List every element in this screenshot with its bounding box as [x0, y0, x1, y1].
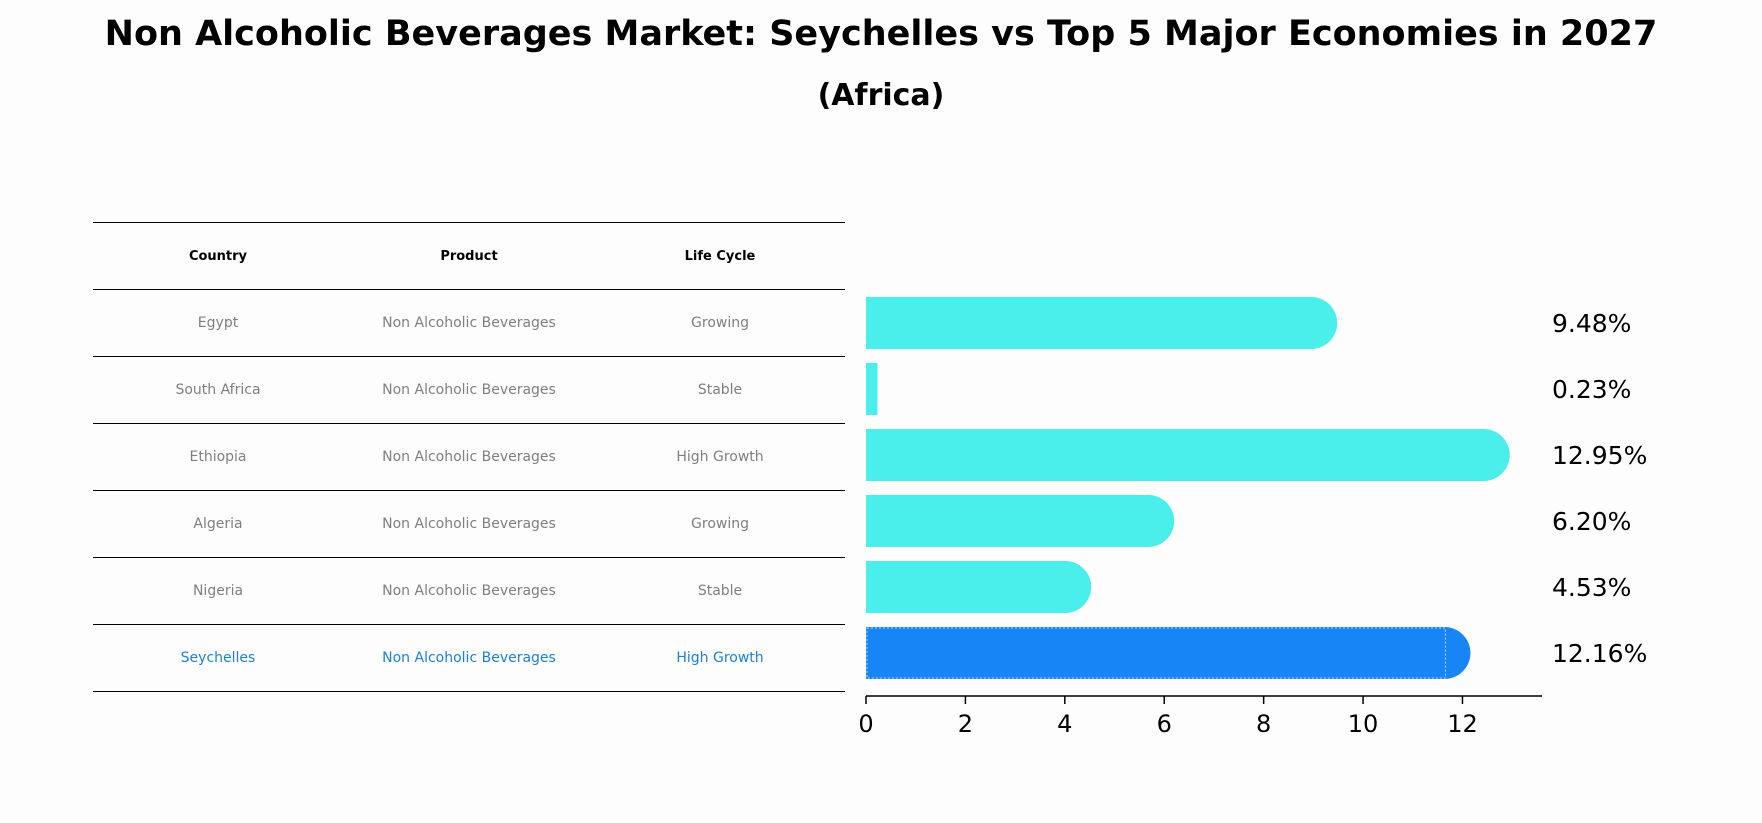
bar-highlight-outline [866, 627, 1446, 679]
cell-product: Non Alcoholic Beverages [343, 557, 595, 625]
bar-ethiopia [866, 429, 1510, 481]
x-tick-label-8: 8 [1256, 710, 1271, 738]
cell-country: Seychelles [93, 624, 343, 692]
bar-nigeria [866, 561, 1092, 613]
value-label-seychelles: 12.16% [1552, 639, 1647, 668]
cell-life-cycle: Growing [595, 289, 845, 357]
x-tick-label-12: 12 [1447, 710, 1478, 738]
bar-egypt [866, 297, 1338, 349]
header-life-cycle: Life Cycle [595, 222, 845, 290]
cell-life-cycle: Stable [595, 557, 845, 625]
cell-life-cycle: Stable [595, 356, 845, 424]
value-label-egypt: 9.48% [1552, 309, 1631, 338]
lifecycle-table: Country Product Life Cycle Egypt Non Alc… [93, 222, 845, 692]
bar-algeria [866, 495, 1175, 547]
cell-life-cycle: Growing [595, 490, 845, 558]
cell-life-cycle: High Growth [595, 423, 845, 491]
table-row: Egypt Non Alcoholic Beverages Growing [93, 289, 845, 357]
value-label-nigeria: 4.53% [1552, 573, 1631, 602]
x-tick-label-10: 10 [1348, 710, 1379, 738]
x-tick-label-6: 6 [1157, 710, 1172, 738]
cell-product: Non Alcoholic Beverages [343, 624, 595, 692]
table-row-highlight: Seychelles Non Alcoholic Beverages High … [93, 624, 845, 692]
header-product: Product [343, 222, 595, 290]
table-header-row: Country Product Life Cycle [93, 222, 845, 290]
x-tick-label-4: 4 [1057, 710, 1072, 738]
chart-subtitle: (Africa) [817, 78, 945, 113]
value-label-south-africa: 0.23% [1552, 375, 1631, 404]
value-label-algeria: 6.20% [1552, 507, 1631, 536]
bar-south-africa [866, 363, 878, 415]
cell-life-cycle: High Growth [595, 624, 845, 692]
header-country: Country [93, 222, 343, 290]
cell-country: Algeria [93, 490, 343, 558]
table-row: South Africa Non Alcoholic Beverages Sta… [93, 356, 845, 424]
table-row: Ethiopia Non Alcoholic Beverages High Gr… [93, 423, 845, 491]
cell-country: Nigeria [93, 557, 343, 625]
cell-product: Non Alcoholic Beverages [343, 423, 595, 491]
table-row: Algeria Non Alcoholic Beverages Growing [93, 490, 845, 558]
cell-product: Non Alcoholic Beverages [343, 490, 595, 558]
table-row: Nigeria Non Alcoholic Beverages Stable [93, 557, 845, 625]
value-label-ethiopia: 12.95% [1552, 441, 1647, 470]
cell-product: Non Alcoholic Beverages [343, 289, 595, 357]
bar-seychelles [866, 627, 1471, 679]
x-tick-label-2: 2 [958, 710, 973, 738]
cell-country: Egypt [93, 289, 343, 357]
cell-product: Non Alcoholic Beverages [343, 356, 595, 424]
chart-title: Non Alcoholic Beverages Market: Seychell… [104, 14, 1658, 54]
cell-country: South Africa [93, 356, 343, 424]
x-tick-label-0: 0 [858, 710, 873, 738]
cell-country: Ethiopia [93, 423, 343, 491]
